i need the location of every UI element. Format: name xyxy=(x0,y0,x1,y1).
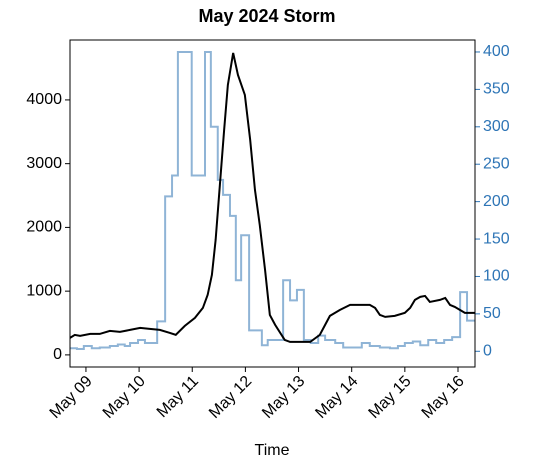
y2-tick-label: 250 xyxy=(483,155,510,172)
y2-tick-label: 200 xyxy=(483,193,510,210)
plot-frame xyxy=(69,39,476,368)
x-tick-label: May 09 xyxy=(47,373,96,422)
x-tick-label: May 10 xyxy=(100,373,149,422)
x-tick-label: May 14 xyxy=(312,373,361,422)
y2-tick-label: 350 xyxy=(483,81,510,98)
y-tick-label: 1000 xyxy=(26,282,62,299)
line xyxy=(69,52,475,343)
x-axis-label: Time xyxy=(255,442,290,459)
y-tick-label: 3000 xyxy=(26,155,62,172)
y-tick-label: 4000 xyxy=(26,91,62,108)
y-tick-label: 2000 xyxy=(26,219,62,236)
y2-tick-label: 50 xyxy=(483,305,501,322)
y-tick-label: 0 xyxy=(53,346,62,363)
x-tick-label: May 11 xyxy=(154,373,202,421)
y2-tick-label: 100 xyxy=(483,268,510,285)
y2-tick-label: 150 xyxy=(483,230,510,247)
x-tick-label: May 16 xyxy=(419,373,468,422)
x-tick-label: May 15 xyxy=(366,373,415,422)
y2-tick-label: 0 xyxy=(483,343,492,360)
x-tick-label: May 12 xyxy=(206,373,255,422)
chart-title: May 2024 Storm xyxy=(198,6,335,26)
x-tick-label: May 13 xyxy=(259,373,308,422)
step-line xyxy=(70,50,475,351)
y2-tick-label: 300 xyxy=(483,118,510,135)
y2-tick-label: 400 xyxy=(483,43,510,60)
